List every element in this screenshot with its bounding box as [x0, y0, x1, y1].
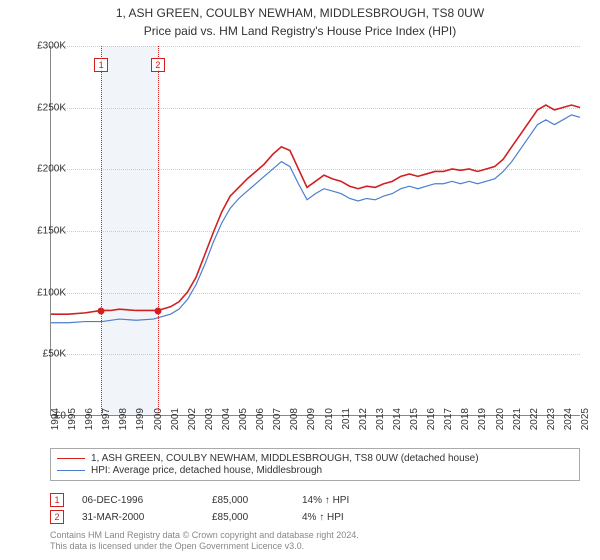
transactions-table: 1 06-DEC-1996£85,00014% ↑ HPI 2 31-MAR-2000… [50, 490, 580, 527]
x-tick-label: 2022 [529, 408, 540, 438]
y-tick-label: £50K [16, 349, 66, 360]
attribution-line2: This data is licensed under the Open Gov… [50, 541, 580, 552]
chart-marker: 2 [151, 58, 165, 72]
chart-title: 1, ASH GREEN, COULBY NEWHAM, MIDDLESBROU… [0, 0, 600, 22]
plot-area: 12 [50, 46, 580, 416]
x-tick-label: 2014 [392, 408, 403, 438]
legend-swatch [57, 458, 85, 459]
legend-swatch [57, 470, 85, 471]
y-tick-label: £250K [16, 102, 66, 113]
x-tick-label: 2021 [512, 408, 523, 438]
x-tick-label: 2015 [409, 408, 420, 438]
x-tick-label: 1998 [118, 408, 129, 438]
transaction-pct: 4% ↑ HPI [302, 512, 432, 523]
transaction-dot [154, 308, 161, 315]
x-tick-label: 2008 [289, 408, 300, 438]
x-tick-label: 2020 [495, 408, 506, 438]
x-tick-label: 2010 [324, 408, 335, 438]
transaction-dot [98, 308, 105, 315]
transaction-marker: 1 [50, 493, 64, 507]
x-tick-label: 2002 [187, 408, 198, 438]
y-tick-label: £300K [16, 41, 66, 52]
x-tick-label: 2023 [546, 408, 557, 438]
x-tick-label: 1996 [84, 408, 95, 438]
transaction-date: 06-DEC-1996 [82, 495, 212, 506]
x-tick-label: 2000 [153, 408, 164, 438]
y-tick-label: £150K [16, 226, 66, 237]
transaction-row: 2 31-MAR-2000£85,0004% ↑ HPI [50, 510, 580, 524]
transaction-pct: 14% ↑ HPI [302, 495, 432, 506]
line-series [51, 46, 580, 415]
x-tick-label: 2025 [580, 408, 591, 438]
x-tick-label: 2024 [563, 408, 574, 438]
x-tick-label: 2011 [341, 408, 352, 438]
x-tick-label: 1995 [67, 408, 78, 438]
x-tick-label: 2009 [306, 408, 317, 438]
x-tick-label: 1999 [135, 408, 146, 438]
transaction-price: £85,000 [212, 512, 302, 523]
x-tick-label: 2012 [358, 408, 369, 438]
legend-row: 1, ASH GREEN, COULBY NEWHAM, MIDDLESBROU… [57, 453, 573, 464]
chart-container: 1, ASH GREEN, COULBY NEWHAM, MIDDLESBROU… [0, 0, 600, 560]
series-hpi [51, 115, 580, 323]
transaction-price: £85,000 [212, 495, 302, 506]
legend: 1, ASH GREEN, COULBY NEWHAM, MIDDLESBROU… [50, 448, 580, 481]
x-tick-label: 2016 [426, 408, 437, 438]
chart-marker: 1 [94, 58, 108, 72]
x-tick-label: 2019 [477, 408, 488, 438]
x-tick-label: 2006 [255, 408, 266, 438]
attribution-line1: Contains HM Land Registry data © Crown c… [50, 530, 580, 541]
x-tick-label: 2018 [460, 408, 471, 438]
x-tick-label: 2007 [272, 408, 283, 438]
x-tick-label: 1994 [50, 408, 61, 438]
transaction-row: 1 06-DEC-1996£85,00014% ↑ HPI [50, 493, 580, 507]
y-tick-label: £100K [16, 287, 66, 298]
legend-label: 1, ASH GREEN, COULBY NEWHAM, MIDDLESBROU… [91, 453, 479, 464]
y-tick-label: £200K [16, 164, 66, 175]
transaction-marker: 2 [50, 510, 64, 524]
legend-label: HPI: Average price, detached house, Midd… [91, 465, 322, 476]
chart-subtitle: Price paid vs. HM Land Registry's House … [0, 22, 600, 38]
legend-row: HPI: Average price, detached house, Midd… [57, 465, 573, 476]
x-tick-label: 1997 [101, 408, 112, 438]
x-tick-label: 2013 [375, 408, 386, 438]
x-tick-label: 2004 [221, 408, 232, 438]
x-tick-label: 2005 [238, 408, 249, 438]
attribution: Contains HM Land Registry data © Crown c… [50, 530, 580, 552]
x-tick-label: 2001 [170, 408, 181, 438]
x-tick-label: 2017 [443, 408, 454, 438]
x-tick-label: 2003 [204, 408, 215, 438]
transaction-date: 31-MAR-2000 [82, 512, 212, 523]
series-price_paid [51, 105, 580, 314]
